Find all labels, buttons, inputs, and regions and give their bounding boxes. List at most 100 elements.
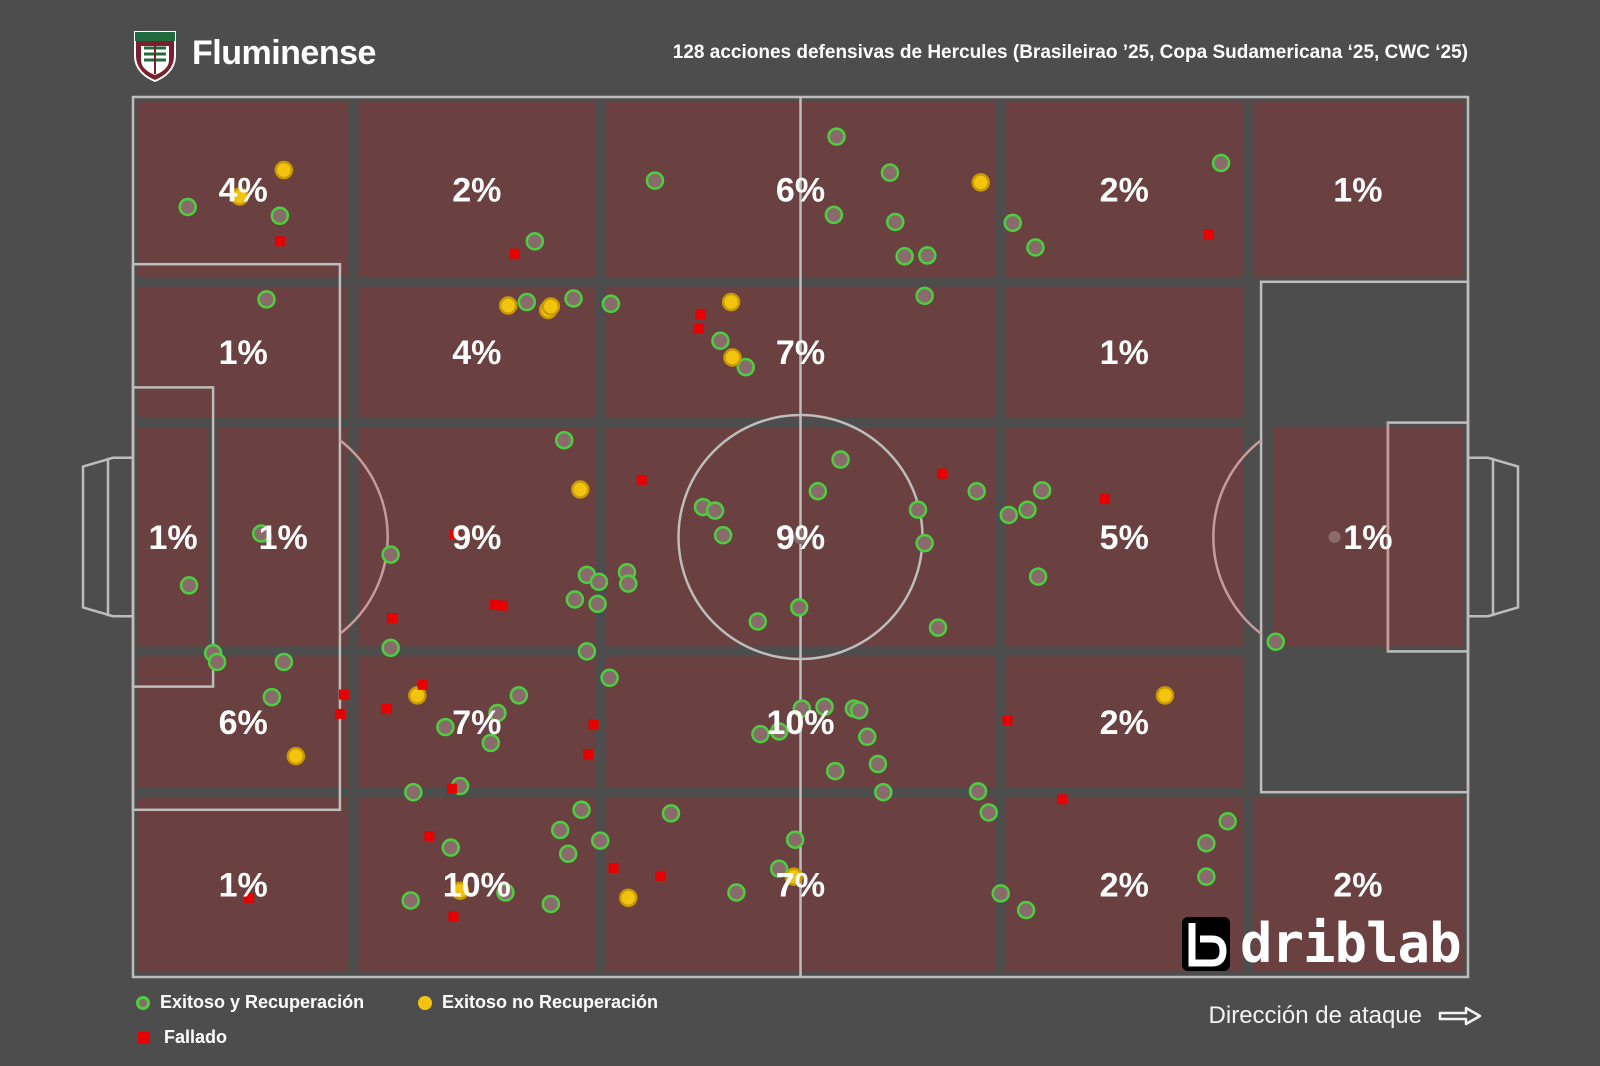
point-failed (497, 600, 508, 611)
team-name: Fluminense (192, 34, 376, 72)
point-success-recovery (1003, 213, 1023, 233)
point-success-recovery (849, 701, 869, 720)
point-success-recovery (577, 642, 597, 661)
point-success-no-recovery (784, 867, 804, 886)
point-failed (386, 612, 397, 623)
zone-label: 2% (1100, 867, 1149, 905)
points-layer (178, 127, 1286, 922)
point-success-recovery (815, 697, 834, 717)
point-success-no-recovery (286, 746, 306, 766)
point-success-recovery (1026, 238, 1045, 257)
point-success-no-recovery (570, 480, 590, 499)
zone-label: 1% (1333, 171, 1382, 209)
point-success-recovery (979, 803, 998, 822)
zone-13 (1005, 427, 1243, 647)
zone-label: 9% (776, 519, 825, 557)
point-success-recovery (401, 891, 420, 910)
b-monogram-icon (1182, 917, 1230, 971)
point-failed (424, 831, 435, 842)
driblab-brand: driblab (1182, 912, 1462, 975)
point-failed (381, 703, 392, 714)
zone-labels-layer: 4% 2% 6% 2% 1% 1% 4% 7% 1% 1% 1% 9% 9% 5% 1% 6% 7% 10% 2% 1… (148, 171, 1392, 904)
center-spot (793, 530, 808, 544)
point-success-recovery (874, 782, 893, 802)
point-success-recovery (792, 699, 812, 718)
left-penalty-arc (339, 439, 389, 635)
zone-16 (358, 656, 596, 788)
zone-18 (1005, 656, 1243, 788)
point-success-no-recovery (230, 187, 250, 206)
zone-label: 2% (1100, 171, 1149, 209)
point-success-recovery (727, 883, 746, 902)
zone-4 (1252, 102, 1463, 277)
attack-direction-label: Dirección de ataque (1208, 1002, 1422, 1029)
zone-label: 9% (452, 519, 501, 557)
zone-15 (138, 656, 349, 788)
point-success-recovery (251, 524, 271, 543)
point-success-recovery (968, 782, 988, 801)
point-failed (449, 529, 460, 540)
legend-item-failed: Fallado (136, 1027, 227, 1048)
zone-label: 10% (766, 704, 834, 742)
point-success-recovery (509, 686, 529, 705)
zone-label: 1% (219, 867, 268, 905)
left-goal (81, 456, 133, 618)
brand-name: driblab (1240, 912, 1462, 975)
point-success-recovery (918, 246, 937, 265)
right-penalty-spot (1328, 531, 1341, 543)
point-success-recovery (558, 844, 578, 864)
point-success-recovery (591, 831, 610, 850)
point-success-recovery (589, 572, 609, 592)
point-success-recovery (1032, 481, 1052, 500)
fluminense-crest-icon (134, 31, 176, 82)
zone-label: 7% (776, 334, 825, 372)
point-success-recovery (991, 884, 1010, 903)
point-success-recovery (496, 883, 515, 902)
point-success-recovery (1211, 153, 1231, 173)
point-success-recovery (661, 804, 681, 823)
zone-label: 7% (776, 867, 825, 905)
zone-8 (1005, 286, 1243, 418)
point-success-recovery (915, 533, 934, 553)
zone-label: 1% (1100, 334, 1149, 372)
legend: Exitoso y Recuperación Exitoso no Recupe… (136, 992, 836, 1058)
legend-marker-success-recovery (136, 995, 150, 1010)
legend-marker-failed (138, 1031, 150, 1044)
chart-title: 128 acciones defensivas de Hercules (Bra… (672, 42, 1468, 63)
point-success-recovery (488, 703, 507, 723)
point-success-recovery (769, 859, 789, 879)
point-success-no-recovery (408, 686, 427, 705)
point-failed (447, 783, 458, 794)
point-success-recovery (999, 505, 1019, 525)
point-failed (588, 719, 599, 730)
zone-label: 4% (219, 171, 268, 209)
point-success-recovery (736, 357, 756, 377)
attack-direction: Dirección de ataque (1209, 1002, 1482, 1030)
point-success-recovery (1197, 833, 1216, 853)
point-failed (636, 474, 647, 485)
point-success-recovery (481, 733, 501, 753)
point-failed (695, 309, 706, 320)
point-success-recovery (381, 638, 400, 658)
point-success-recovery (1028, 567, 1048, 586)
zone-1 (358, 102, 596, 277)
legend-item-success-no-recovery: Exitoso no Recuperación (418, 992, 658, 1013)
zone-3 (1005, 102, 1243, 277)
zone-19 (138, 797, 349, 972)
zone-label: 5% (1100, 519, 1149, 557)
point-success-recovery (381, 545, 400, 564)
point-success-recovery (404, 782, 423, 802)
zone-label: 4% (452, 334, 501, 372)
point-success-no-recovery (721, 292, 741, 312)
point-success-recovery (1266, 632, 1286, 651)
legend-marker-success-no-recovery (418, 995, 432, 1010)
legend-label: Exitoso y Recuperación (160, 992, 365, 1012)
point-failed (608, 862, 619, 873)
point-success-recovery (785, 830, 805, 849)
point-success-recovery (619, 574, 638, 593)
point-failed (1204, 229, 1215, 240)
point-failed (655, 870, 666, 881)
point-success-recovery (517, 292, 537, 312)
point-success-no-recovery (541, 297, 561, 316)
